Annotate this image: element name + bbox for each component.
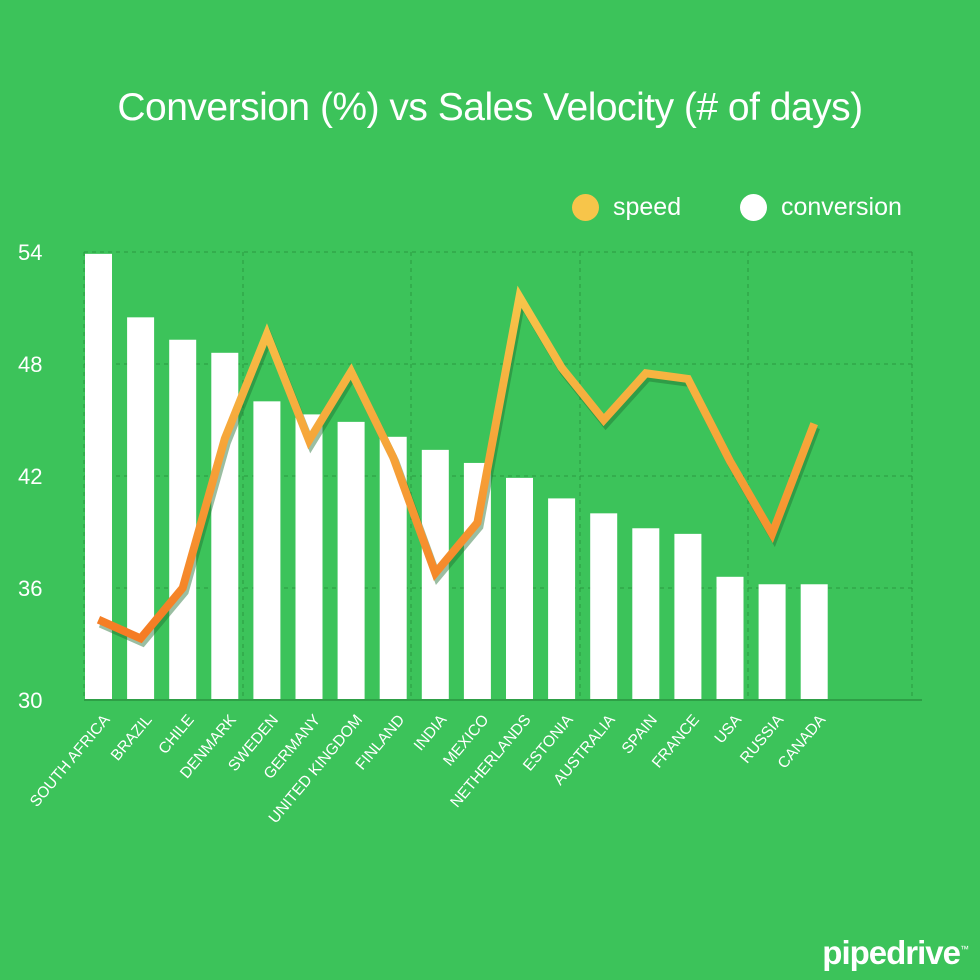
brand-name: pipedrive (822, 934, 961, 971)
legend: speed conversion (0, 193, 980, 225)
bar-conversion[interactable] (506, 477, 533, 700)
x-tick-label: USA (712, 711, 746, 747)
legend-dot-speed (572, 194, 599, 221)
legend-dot-conversion (740, 194, 767, 221)
y-tick-label: 42 (18, 464, 42, 489)
legend-label-conversion: conversion (781, 193, 902, 221)
legend-label-speed: speed (613, 193, 682, 221)
bar-conversion[interactable] (548, 498, 576, 700)
legend-item-speed[interactable]: speed (572, 193, 681, 222)
y-tick-label: 48 (18, 352, 42, 377)
bar-conversion[interactable] (85, 253, 112, 700)
x-tick-label: BRAZIL (108, 711, 156, 764)
bar-conversion[interactable] (800, 584, 828, 700)
bar-conversion[interactable] (758, 584, 786, 700)
x-tick-label: SOUTH AFRICA (27, 711, 114, 810)
brand-trademark: ™ (960, 944, 969, 954)
speed-line[interactable] (96, 285, 818, 644)
y-tick-label: 54 (18, 240, 42, 265)
brand-logo: pipedrive™ (822, 934, 969, 972)
bar-conversion[interactable] (674, 533, 702, 700)
y-tick-label: 36 (18, 576, 42, 601)
bar-conversion[interactable] (716, 576, 744, 700)
x-tick-label: SPAIN (619, 712, 661, 758)
bar-conversion[interactable] (590, 513, 618, 700)
bar-conversion[interactable] (253, 401, 281, 700)
bar-conversion[interactable] (337, 421, 365, 700)
bar-conversion[interactable] (169, 339, 197, 700)
chart-title: Conversion (%) vs Sales Velocity (# of d… (117, 86, 863, 129)
x-tick-label: INDIA (411, 711, 451, 754)
bar-conversion[interactable] (632, 528, 660, 700)
y-tick-label: 30 (18, 688, 42, 713)
legend-item-conversion[interactable]: conversion (740, 193, 902, 222)
bar-conversion[interactable] (295, 414, 323, 700)
x-tick-label: CHILE (155, 712, 197, 758)
speed-line-shadow (98, 289, 820, 648)
